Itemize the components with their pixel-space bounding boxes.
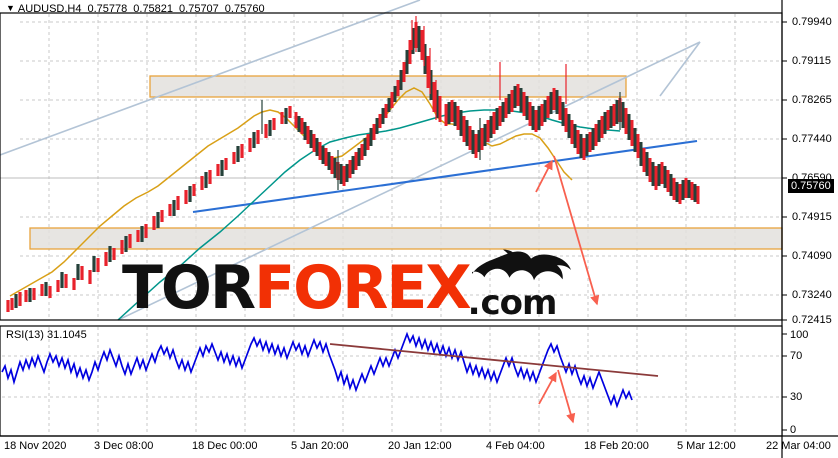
price-label-6: 0.74090 (792, 250, 832, 262)
time-label-4: 20 Jan 12:00 (388, 440, 452, 452)
time-label-1: 3 Dec 08:00 (94, 440, 154, 452)
time-label-0: 18 Nov 2020 (4, 440, 67, 452)
bull-logo-icon (472, 249, 571, 281)
triangle-down-icon[interactable]: ▼ (6, 3, 15, 13)
rsi-scale-70: 70 (790, 350, 803, 362)
candlestick-series (6, 16, 700, 312)
quote-close: 0.75760 (224, 3, 265, 15)
rsi-indicator-label: RSI(13) 31.1045 (6, 329, 87, 341)
time-label-8: 22 Mar 04:00 (766, 440, 831, 452)
price-label-1: 0.79115 (792, 55, 831, 67)
resistance-zone (149, 75, 627, 98)
current-price-badge: 0.75760 (788, 179, 834, 193)
price-axis-ticks (782, 21, 787, 431)
time-label-2: 18 Dec 00:00 (192, 440, 258, 452)
forecast-arrow-down (553, 155, 600, 306)
price-label-0: 0.79940 (792, 16, 832, 28)
rsi-pane-border (0, 325, 783, 437)
price-label-2: 0.78265 (792, 94, 832, 106)
quote-low: 0.75707 (179, 3, 219, 15)
price-label-7: 0.73240 (792, 289, 832, 301)
rsi-scale-100: 100 (790, 329, 809, 341)
rsi-scale-0: 0 (790, 424, 797, 436)
rsi-scale-30: 30 (790, 391, 803, 403)
price-label-8: 0.72415 (792, 314, 832, 326)
time-label-7: 5 Mar 12:00 (677, 440, 736, 452)
price-label-3: 0.77440 (792, 133, 832, 145)
rsi-arrow-down (557, 369, 576, 424)
rsi-trendline (329, 343, 659, 377)
forecast-arrow-up (535, 159, 553, 193)
time-label-5: 4 Feb 04:00 (486, 440, 545, 452)
quote-high: 0.75821 (133, 3, 174, 15)
chart-header: ▼ AUDUSD,H4 0.75778 0.75821 0.75707 0.75760 (6, 3, 265, 15)
price-label-5: 0.74915 (792, 211, 832, 223)
rsi-arrow-up (538, 371, 557, 405)
time-label-3: 5 Jan 20:00 (291, 440, 349, 452)
symbol-label: AUDUSD,H4 (17, 3, 82, 15)
rsi-line (1, 331, 633, 409)
blue-uptrend-line (192, 139, 698, 214)
quote-open: 0.75778 (87, 3, 128, 15)
time-label-6: 18 Feb 20:00 (584, 440, 649, 452)
